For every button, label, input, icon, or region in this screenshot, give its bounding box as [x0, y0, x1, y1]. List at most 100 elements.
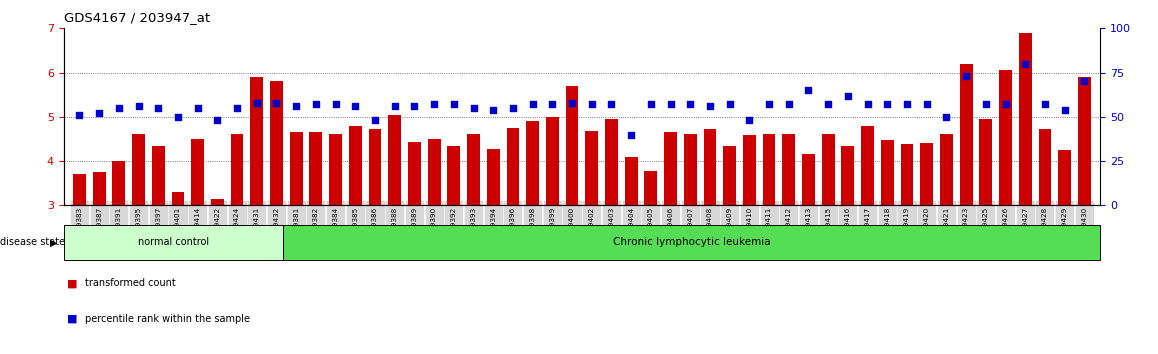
Point: [661, 102, 680, 107]
Text: GDS4167 / 203947_at: GDS4167 / 203947_at: [64, 11, 210, 24]
Bar: [783, 133, 796, 205]
Point: [445, 102, 463, 107]
Bar: [427, 139, 440, 205]
Point: [779, 102, 798, 107]
Text: normal control: normal control: [138, 238, 208, 247]
Bar: [388, 115, 401, 205]
Point: [563, 100, 581, 105]
Point: [937, 114, 955, 120]
Bar: [132, 133, 145, 205]
Bar: [822, 133, 835, 205]
Bar: [368, 129, 381, 205]
Bar: [940, 133, 953, 205]
Point: [484, 107, 503, 113]
Point: [110, 105, 129, 111]
Point: [681, 102, 699, 107]
Point: [71, 112, 89, 118]
Point: [189, 105, 207, 111]
Point: [366, 118, 384, 123]
Bar: [152, 145, 164, 205]
Point: [701, 103, 719, 109]
Bar: [526, 121, 538, 205]
Point: [327, 102, 345, 107]
Bar: [64, 225, 283, 260]
Point: [799, 87, 818, 93]
Bar: [665, 132, 677, 205]
Point: [582, 102, 601, 107]
Bar: [802, 154, 815, 205]
Bar: [999, 70, 1012, 205]
Point: [169, 114, 188, 120]
Bar: [684, 133, 697, 205]
Text: Chronic lymphocytic leukemia: Chronic lymphocytic leukemia: [613, 238, 770, 247]
Text: ▶: ▶: [50, 238, 57, 247]
Bar: [349, 126, 361, 205]
Point: [1016, 61, 1034, 67]
Bar: [565, 86, 579, 205]
Bar: [980, 119, 992, 205]
Point: [622, 132, 640, 137]
Bar: [1019, 33, 1032, 205]
Bar: [625, 157, 638, 205]
Point: [976, 102, 995, 107]
Bar: [112, 161, 125, 205]
Text: percentile rank within the sample: percentile rank within the sample: [85, 314, 249, 324]
Point: [819, 102, 837, 107]
Text: ■: ■: [67, 278, 78, 288]
Point: [996, 102, 1014, 107]
Bar: [309, 132, 322, 205]
Point: [878, 102, 896, 107]
Bar: [191, 139, 204, 205]
Point: [425, 102, 444, 107]
Bar: [250, 77, 263, 205]
Bar: [1058, 150, 1071, 205]
Bar: [704, 129, 717, 205]
Bar: [93, 172, 105, 205]
Bar: [724, 145, 736, 205]
Point: [1035, 102, 1054, 107]
Point: [720, 102, 739, 107]
Point: [740, 118, 758, 123]
Point: [386, 103, 404, 109]
Point: [760, 102, 778, 107]
Point: [523, 102, 542, 107]
Bar: [467, 133, 479, 205]
Point: [405, 103, 424, 109]
Point: [642, 102, 660, 107]
Bar: [604, 119, 618, 205]
Bar: [270, 81, 283, 205]
Bar: [645, 171, 658, 205]
Text: disease state: disease state: [0, 238, 65, 247]
Point: [149, 105, 168, 111]
Bar: [290, 132, 302, 205]
Point: [307, 102, 325, 107]
Point: [504, 105, 522, 111]
Point: [858, 102, 877, 107]
Bar: [921, 143, 933, 205]
Point: [897, 102, 916, 107]
Point: [464, 105, 483, 111]
Bar: [486, 149, 499, 205]
Bar: [881, 140, 894, 205]
Bar: [743, 135, 756, 205]
Bar: [211, 199, 223, 205]
Bar: [447, 145, 460, 205]
Point: [1055, 107, 1073, 113]
Bar: [408, 143, 420, 205]
Point: [130, 103, 148, 109]
Text: transformed count: transformed count: [85, 278, 175, 288]
Point: [267, 100, 286, 105]
Text: ■: ■: [67, 314, 78, 324]
Point: [602, 102, 621, 107]
Point: [248, 100, 266, 105]
Point: [838, 93, 857, 98]
Bar: [73, 175, 86, 205]
Bar: [283, 225, 1100, 260]
Point: [90, 110, 109, 116]
Bar: [763, 133, 776, 205]
Bar: [585, 131, 599, 205]
Bar: [329, 133, 342, 205]
Bar: [545, 117, 559, 205]
Point: [346, 103, 365, 109]
Point: [228, 105, 247, 111]
